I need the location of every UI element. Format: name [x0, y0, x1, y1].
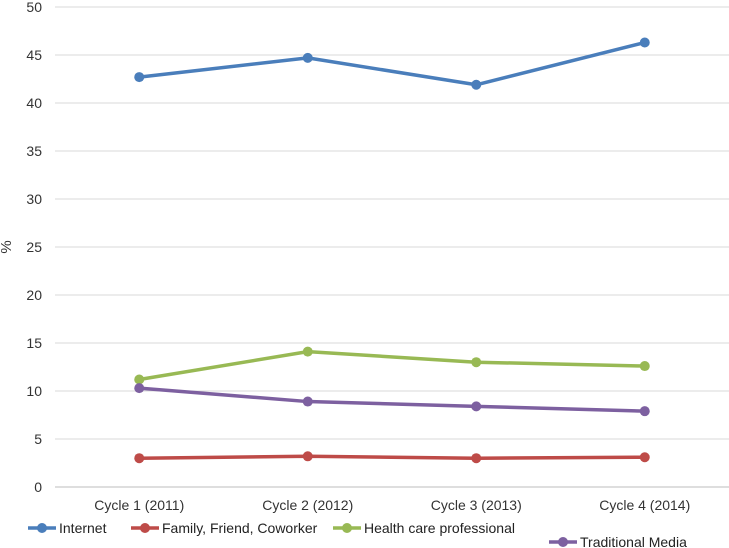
series-2: [134, 346, 650, 385]
legend-item: Family, Friend, Coworker: [131, 520, 318, 536]
legend-label: Traditional Media: [580, 534, 687, 548]
legend-item: Traditional Media: [549, 534, 687, 548]
data-point: [134, 374, 145, 385]
y-axis: 0 5 10 15 20 25 30 35 40 45 50: [26, 0, 42, 495]
series-line: [137, 454, 647, 460]
data-point: [471, 79, 482, 90]
y-tick-label: 45: [26, 47, 42, 63]
legend-marker: [140, 523, 150, 533]
x-tick-label: Cycle 4 (2014): [599, 497, 690, 513]
y-axis-label: %: [0, 240, 15, 253]
data-point: [471, 453, 482, 464]
data-point: [639, 406, 650, 417]
grid-lines: [55, 6, 729, 488]
y-tick-label: 35: [26, 143, 42, 159]
data-point: [471, 401, 482, 412]
y-tick-label: 0: [34, 479, 42, 495]
data-point: [134, 453, 145, 464]
x-tick-label: Cycle 2 (2012): [262, 497, 353, 513]
data-point: [639, 361, 650, 372]
y-tick-label: 20: [26, 287, 42, 303]
series-0: [134, 37, 650, 90]
data-point: [471, 357, 482, 368]
data-point: [302, 451, 313, 462]
data-point: [639, 452, 650, 463]
y-tick-label: 10: [26, 383, 42, 399]
y-tick-label: 40: [26, 95, 42, 111]
legend-marker: [558, 537, 568, 547]
data-point: [639, 37, 650, 48]
x-axis: Cycle 1 (2011) Cycle 2 (2012) Cycle 3 (201…: [94, 497, 690, 513]
data-point: [302, 52, 313, 63]
y-tick-label: 15: [26, 335, 42, 351]
y-tick-label: 5: [34, 431, 42, 447]
legend-marker: [37, 523, 47, 533]
series-3: [134, 383, 650, 417]
y-tick-label: 30: [26, 191, 42, 207]
series-1: [134, 451, 650, 464]
series-group: [134, 37, 650, 464]
x-tick-label: Cycle 1 (2011): [94, 497, 184, 513]
data-point: [302, 396, 313, 407]
legend-marker: [342, 523, 352, 533]
data-point: [134, 383, 145, 394]
data-point: [134, 72, 145, 83]
series-line: [137, 40, 647, 87]
legend: Internet Family, Friend, Coworker Health c…: [28, 520, 687, 548]
y-tick-label: 50: [26, 0, 42, 15]
y-tick-label: 25: [26, 239, 42, 255]
series-line: [137, 386, 647, 413]
legend-item: Health care professional: [333, 520, 515, 536]
legend-label: Family, Friend, Coworker: [162, 520, 318, 536]
legend-item: Internet: [28, 520, 107, 536]
legend-label: Health care professional: [364, 520, 515, 536]
legend-label: Internet: [59, 520, 107, 536]
data-point: [302, 346, 313, 357]
x-tick-label: Cycle 3 (2013): [431, 497, 522, 513]
series-line: [137, 349, 647, 382]
